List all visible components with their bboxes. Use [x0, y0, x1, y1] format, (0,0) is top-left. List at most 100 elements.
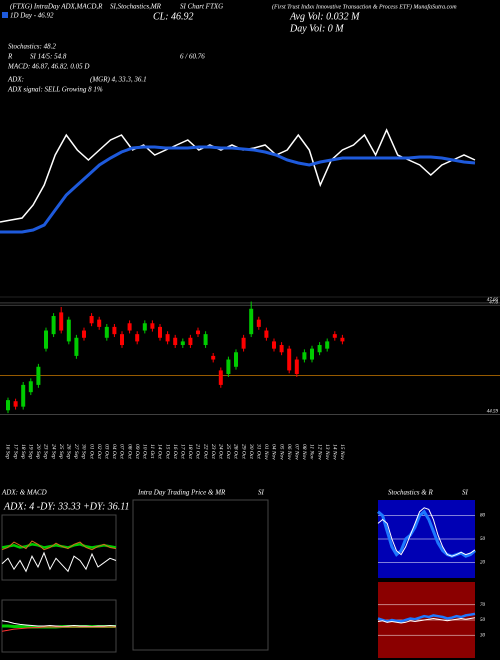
header-text: ADX signal: SELL Growing 8 1% [7, 86, 103, 94]
panel-title: Intra Day Trading Price & MR [137, 489, 226, 497]
candle-body [66, 319, 71, 342]
y-tick-label: 30 [480, 633, 486, 638]
header-text: 1D Day - 46.92 [10, 12, 54, 20]
x-tick-label: 21 Oct [195, 444, 201, 459]
x-tick-label: 03 Oct [104, 444, 110, 459]
candle-body [173, 337, 178, 346]
x-tick-label: 14 Oct [157, 444, 164, 459]
candle-body [249, 308, 254, 335]
panel-title: ADX: & MACD [1, 489, 47, 497]
candle-body [180, 341, 185, 346]
x-tick-label: 23 Oct [210, 444, 216, 459]
header-text: SI 14/5: 54.8 [30, 53, 67, 61]
candle-body [256, 319, 261, 327]
y-tick-label: 20 [480, 561, 486, 566]
x-tick-label: 22 Oct [202, 444, 208, 459]
x-tick-label: 15 Nov [339, 444, 345, 460]
x-tick-label: 01 Nov [263, 444, 269, 460]
header-text: (FTXG) IntraDay ADX,MACD,R [10, 3, 103, 11]
x-tick-label: 17 Sep [12, 444, 18, 459]
x-tick-label: 08 Oct [126, 444, 132, 459]
candle-body [226, 359, 231, 375]
series-line [377, 612, 476, 623]
candle-body [120, 334, 124, 346]
x-tick-label: 04 Nov [271, 444, 278, 460]
candle-body [36, 366, 41, 385]
legend-swatch [2, 12, 8, 18]
series-line [377, 617, 476, 624]
x-tick-label: 24 Oct [218, 444, 225, 459]
x-tick-label: 19 Sep [28, 444, 34, 459]
header-text: R [7, 53, 13, 61]
y-tick-label: 80 [480, 514, 486, 519]
x-tick-label: 01 Oct [88, 444, 94, 459]
series-line [1, 551, 117, 573]
x-tick-label: 28 Oct [233, 444, 239, 459]
candle-body [279, 345, 284, 353]
header-text: MACD: 46.87, 46.82. 0.05 D [7, 63, 89, 71]
candle-body [165, 334, 170, 342]
x-tick-label: 11 Nov [309, 444, 315, 460]
x-tick-label: 08 Nov [301, 444, 307, 460]
candle-body [6, 400, 10, 411]
panel-border [132, 499, 269, 651]
header-text: Avg Vol: 0.032 M [289, 11, 360, 22]
candle-body [272, 341, 276, 349]
candle-body [142, 323, 147, 331]
candle-body [13, 401, 18, 407]
candle-body [51, 316, 56, 335]
candle-body [294, 359, 299, 375]
header-text: Stochastics: 48.2 [8, 43, 56, 51]
x-tick-label: 15 Oct [164, 444, 170, 459]
header-text: SI,Stochastics,MR [110, 3, 162, 11]
candle-body [28, 381, 33, 393]
series-line [1, 626, 116, 632]
candle-body [104, 326, 109, 338]
x-tick-label: 30 Sep [81, 443, 87, 459]
header-text: ADX: [7, 76, 24, 84]
header-text: SI Chart FTXG [180, 3, 223, 11]
y-tick-label: 70 [480, 603, 486, 608]
candle-body [135, 334, 140, 342]
candle-body [203, 334, 208, 346]
candle-body [150, 323, 155, 329]
x-tick-label: 16 Oct [172, 444, 178, 459]
candle-body [196, 330, 200, 335]
y-tick-label: 50 [480, 537, 486, 542]
x-tick-label: 30 Oct [248, 443, 254, 459]
candle-body [82, 330, 86, 338]
x-tick-label: 24 Sep [50, 444, 57, 459]
level-label: 47.6 [489, 300, 498, 305]
x-tick-label: 26 Sep [66, 444, 72, 459]
candle-body [97, 319, 102, 327]
candle-body [218, 370, 223, 385]
candle-body [89, 316, 94, 324]
header-text: (MGR) 4, 33.3, 36.1 [90, 76, 147, 84]
candle-body [234, 352, 238, 367]
level-label: 44.59 [487, 409, 499, 414]
panel-title: SI [462, 489, 469, 497]
x-tick-label: 25 Sep [58, 444, 64, 459]
candle-body [74, 337, 79, 356]
x-tick-label: 16 Sep [5, 444, 11, 459]
header-text: (First Trust Indxx Innovative Transactio… [272, 3, 457, 10]
x-tick-label: 07 Oct [119, 444, 125, 459]
x-tick-label: 04 Oct [111, 444, 118, 459]
series-line [377, 507, 476, 557]
x-tick-label: 12 Nov [316, 444, 322, 460]
series-line [1, 540, 117, 551]
panel-title: SI [258, 489, 265, 497]
header-text: 6 / 60.76 [180, 53, 205, 61]
candle-body [59, 312, 64, 331]
x-tick-label: 09 Oct [134, 444, 140, 459]
x-tick-label: 05 Nov [278, 444, 284, 460]
x-tick-label: 23 Sep [43, 444, 49, 459]
x-tick-label: 02 Oct [96, 444, 102, 459]
header-text: Day Vol: 0 M [289, 23, 344, 34]
x-tick-label: 17 Oct [180, 444, 186, 459]
panel-subtitle: ADX: 4 -DY: 33.33 +DY: 36.11 [3, 501, 130, 512]
candle-body [287, 348, 292, 371]
series-line [0, 145, 476, 234]
x-tick-label: 18 Oct [187, 444, 193, 459]
